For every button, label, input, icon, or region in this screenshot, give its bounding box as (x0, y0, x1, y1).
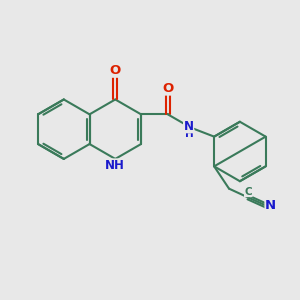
Text: O: O (162, 82, 173, 95)
Text: NH: NH (105, 159, 125, 172)
Text: C: C (244, 187, 252, 196)
Text: H: H (185, 129, 194, 139)
Text: O: O (110, 64, 121, 77)
Text: N: N (184, 120, 194, 133)
Text: N: N (265, 199, 276, 212)
